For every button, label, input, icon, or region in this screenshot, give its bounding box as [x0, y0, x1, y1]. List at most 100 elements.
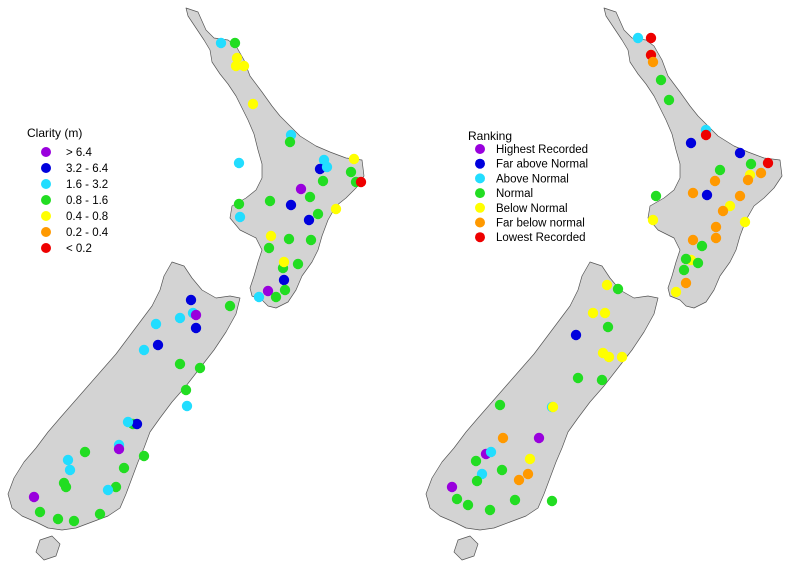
- clarity-site-marker[interactable]: [68, 515, 80, 527]
- clarity-site-marker[interactable]: [285, 199, 297, 211]
- ranking-site-marker[interactable]: [762, 157, 774, 169]
- ranking-site-marker[interactable]: [533, 432, 545, 444]
- ranking-site-marker[interactable]: [734, 190, 746, 202]
- clarity-site-marker[interactable]: [233, 157, 245, 169]
- clarity-site-marker[interactable]: [122, 416, 134, 428]
- clarity-site-marker[interactable]: [110, 481, 122, 493]
- clarity-site-marker[interactable]: [224, 300, 236, 312]
- ranking-site-marker[interactable]: [696, 240, 708, 252]
- ranking-site-marker[interactable]: [734, 147, 746, 159]
- clarity-site-marker[interactable]: [345, 166, 357, 178]
- ranking-site-marker[interactable]: [471, 475, 483, 487]
- clarity-site-marker[interactable]: [190, 309, 202, 321]
- ranking-site-marker[interactable]: [484, 504, 496, 516]
- ranking-site-marker[interactable]: [572, 372, 584, 384]
- ranking-site-marker[interactable]: [494, 399, 506, 411]
- clarity-site-marker[interactable]: [265, 230, 277, 242]
- clarity-site-marker[interactable]: [180, 384, 192, 396]
- clarity-site-marker[interactable]: [138, 450, 150, 462]
- ranking-site-marker[interactable]: [612, 283, 624, 295]
- ranking-site-marker[interactable]: [745, 158, 757, 170]
- ranking-site-marker[interactable]: [470, 455, 482, 467]
- clarity-site-marker[interactable]: [233, 198, 245, 210]
- clarity-site-marker[interactable]: [304, 191, 316, 203]
- ranking-site-marker[interactable]: [524, 453, 536, 465]
- ranking-site-marker[interactable]: [632, 32, 644, 44]
- clarity-site-marker[interactable]: [174, 358, 186, 370]
- ranking-site-marker[interactable]: [496, 464, 508, 476]
- ranking-site-marker[interactable]: [485, 446, 497, 458]
- ranking-site-marker[interactable]: [570, 329, 582, 341]
- ranking-site-marker[interactable]: [663, 94, 675, 106]
- ranking-site-marker[interactable]: [710, 221, 722, 233]
- clarity-site-marker[interactable]: [247, 98, 259, 110]
- clarity-site-marker[interactable]: [131, 418, 143, 430]
- ranking-site-marker[interactable]: [655, 74, 667, 86]
- clarity-site-marker[interactable]: [283, 233, 295, 245]
- ranking-site-marker[interactable]: [717, 205, 729, 217]
- clarity-site-marker[interactable]: [79, 446, 91, 458]
- clarity-site-marker[interactable]: [279, 284, 291, 296]
- clarity-site-marker[interactable]: [194, 362, 206, 374]
- clarity-site-marker[interactable]: [64, 464, 76, 476]
- clarity-site-marker[interactable]: [305, 234, 317, 246]
- clarity-site-marker[interactable]: [262, 285, 274, 297]
- ranking-site-marker[interactable]: [587, 307, 599, 319]
- clarity-site-marker[interactable]: [94, 508, 106, 520]
- ranking-site-marker[interactable]: [647, 56, 659, 68]
- clarity-site-marker[interactable]: [263, 242, 275, 254]
- clarity-site-marker[interactable]: [321, 161, 333, 173]
- clarity-site-marker[interactable]: [278, 274, 290, 286]
- ranking-site-marker[interactable]: [446, 481, 458, 493]
- clarity-site-marker[interactable]: [312, 208, 324, 220]
- clarity-site-marker[interactable]: [238, 60, 250, 72]
- ranking-site-marker[interactable]: [687, 234, 699, 246]
- clarity-site-marker[interactable]: [229, 37, 241, 49]
- ranking-site-marker[interactable]: [462, 499, 474, 511]
- clarity-site-marker[interactable]: [295, 183, 307, 195]
- clarity-site-marker[interactable]: [190, 322, 202, 334]
- clarity-site-marker[interactable]: [102, 484, 114, 496]
- clarity-site-marker[interactable]: [28, 491, 40, 503]
- ranking-site-marker[interactable]: [739, 216, 751, 228]
- clarity-site-marker[interactable]: [52, 513, 64, 525]
- ranking-site-marker[interactable]: [599, 307, 611, 319]
- clarity-site-marker[interactable]: [284, 136, 296, 148]
- clarity-site-marker[interactable]: [348, 153, 360, 165]
- clarity-site-marker[interactable]: [174, 312, 186, 324]
- ranking-site-marker[interactable]: [596, 374, 608, 386]
- clarity-site-marker[interactable]: [138, 344, 150, 356]
- ranking-site-marker[interactable]: [451, 493, 463, 505]
- ranking-site-marker[interactable]: [509, 494, 521, 506]
- ranking-site-marker[interactable]: [680, 277, 692, 289]
- ranking-site-marker[interactable]: [680, 253, 692, 265]
- ranking-site-marker[interactable]: [513, 474, 525, 486]
- ranking-site-marker[interactable]: [603, 351, 615, 363]
- ranking-site-marker[interactable]: [645, 32, 657, 44]
- ranking-site-marker[interactable]: [601, 279, 613, 291]
- clarity-site-marker[interactable]: [185, 294, 197, 306]
- ranking-site-marker[interactable]: [650, 190, 662, 202]
- ranking-site-marker[interactable]: [710, 232, 722, 244]
- clarity-site-marker[interactable]: [330, 203, 342, 215]
- ranking-site-marker[interactable]: [755, 167, 767, 179]
- clarity-site-marker[interactable]: [58, 477, 70, 489]
- clarity-site-marker[interactable]: [234, 211, 246, 223]
- clarity-site-marker[interactable]: [317, 175, 329, 187]
- clarity-site-marker[interactable]: [355, 176, 367, 188]
- ranking-site-marker[interactable]: [687, 187, 699, 199]
- ranking-site-marker[interactable]: [547, 401, 559, 413]
- clarity-site-marker[interactable]: [292, 258, 304, 270]
- ranking-site-marker[interactable]: [742, 174, 754, 186]
- ranking-site-marker[interactable]: [546, 495, 558, 507]
- ranking-site-marker[interactable]: [497, 432, 509, 444]
- clarity-site-marker[interactable]: [303, 214, 315, 226]
- ranking-site-marker[interactable]: [701, 189, 713, 201]
- clarity-site-marker[interactable]: [152, 339, 164, 351]
- clarity-site-marker[interactable]: [231, 52, 243, 64]
- ranking-site-marker[interactable]: [647, 214, 659, 226]
- clarity-site-marker[interactable]: [264, 195, 276, 207]
- ranking-site-marker[interactable]: [522, 468, 534, 480]
- ranking-site-marker[interactable]: [692, 257, 704, 269]
- ranking-site-marker[interactable]: [678, 264, 690, 276]
